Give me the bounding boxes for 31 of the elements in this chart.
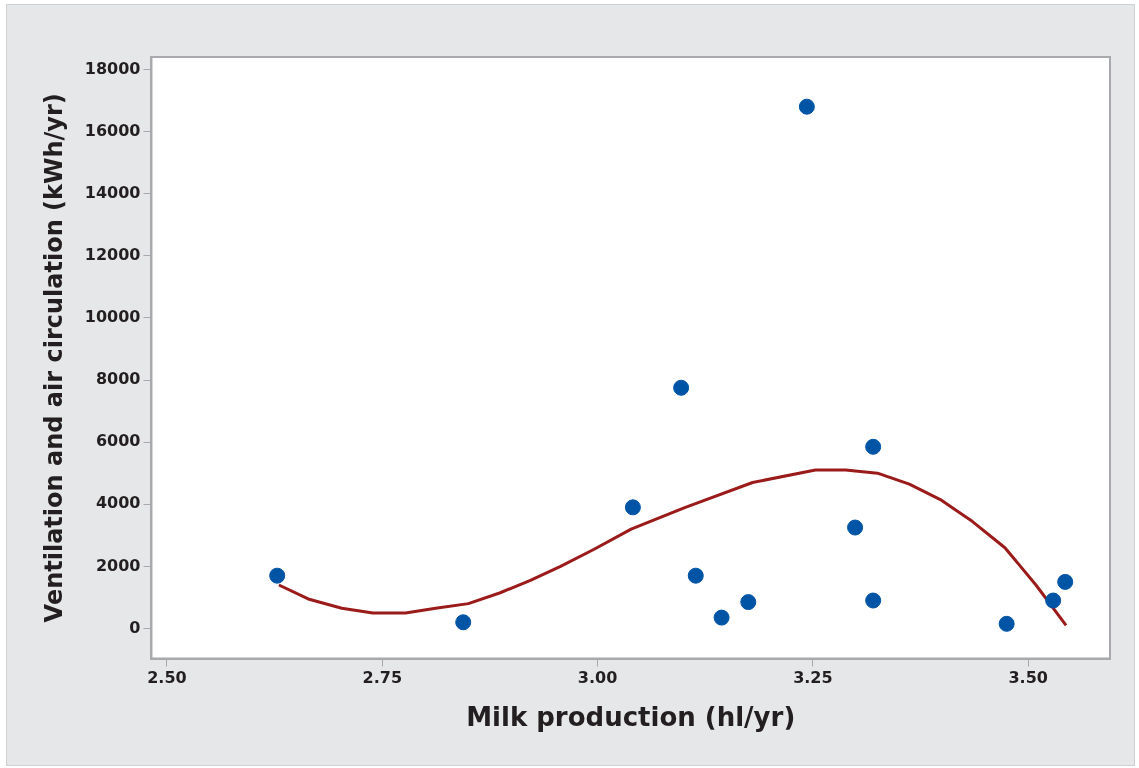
point bbox=[798, 98, 815, 115]
x-axis-title: Milk production (hl/yr) bbox=[466, 702, 796, 733]
point bbox=[455, 614, 472, 631]
point bbox=[998, 615, 1015, 632]
y-tick-label: 18000 bbox=[84, 58, 141, 78]
y-tick-label: 6000 bbox=[95, 431, 141, 451]
y-axis-title: Ventilation and air circulation (kWh/yr) bbox=[39, 93, 68, 623]
y-tick-label: 10000 bbox=[84, 307, 141, 327]
y-tick-label: 0 bbox=[129, 617, 141, 637]
y-tick-label: 8000 bbox=[95, 369, 141, 389]
point bbox=[865, 438, 882, 455]
point bbox=[1045, 592, 1062, 609]
point bbox=[847, 519, 864, 536]
x-tick-label: 3.50 bbox=[1008, 668, 1048, 688]
point bbox=[1057, 573, 1074, 590]
x-tick-label: 3.00 bbox=[577, 668, 618, 688]
y-tick-label: 4000 bbox=[95, 493, 141, 513]
point bbox=[865, 592, 882, 609]
y-tick-label: 14000 bbox=[84, 182, 141, 202]
point bbox=[740, 594, 757, 611]
y-tick-label: 16000 bbox=[84, 120, 141, 140]
x-tick-label: 2.75 bbox=[362, 668, 403, 688]
y-tick-label: 2000 bbox=[95, 555, 141, 575]
point bbox=[687, 567, 704, 584]
point bbox=[624, 499, 641, 516]
x-tick-label: 2.50 bbox=[147, 668, 187, 688]
point bbox=[269, 567, 286, 584]
y-tick-label: 12000 bbox=[84, 244, 141, 264]
x-tick-label: 3.25 bbox=[793, 668, 833, 688]
point bbox=[713, 609, 730, 626]
point bbox=[673, 379, 690, 396]
